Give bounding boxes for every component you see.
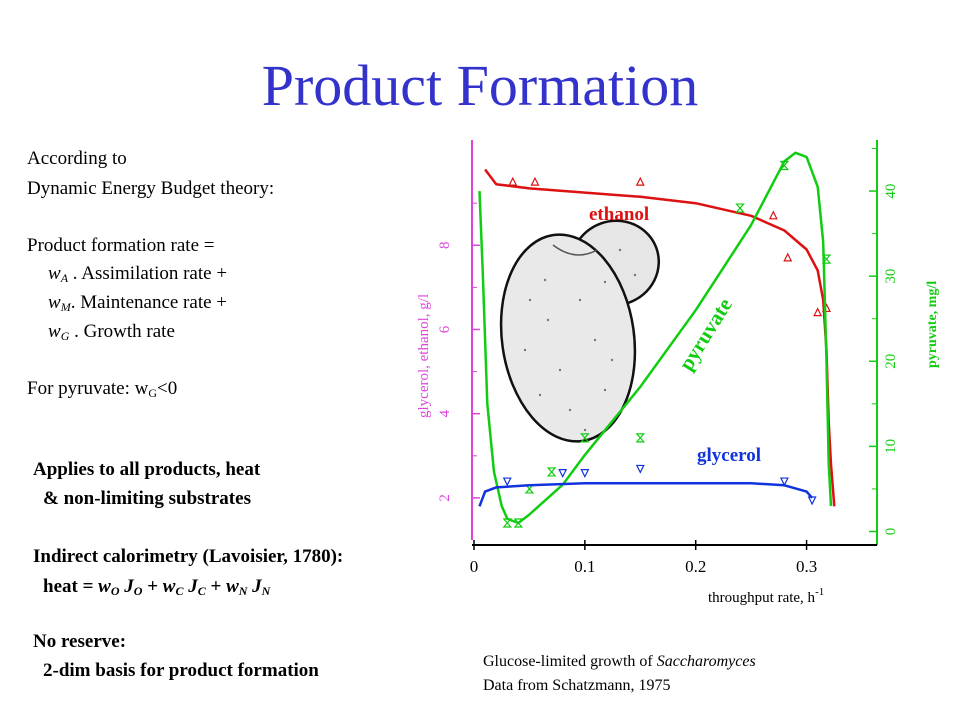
- left-axis-title: glycerol, ethanol, g/l: [416, 294, 432, 418]
- glycerol-data-point: [502, 477, 512, 487]
- product-rate-label: Product formation rate =: [27, 235, 215, 256]
- deb-intro-2: Dynamic Energy Budget theory:: [27, 178, 275, 199]
- applies-line-1: Applies to all products, heat: [33, 459, 261, 480]
- pyruvate-data-point: [635, 433, 646, 443]
- ethanol-label: ethanol: [589, 204, 649, 225]
- term-growth: wG . Growth rate: [48, 321, 175, 343]
- figure-caption-line-2: Data from Schatzmann, 1975: [483, 677, 671, 694]
- x-tick-label: 0: [470, 557, 479, 576]
- left-tick-label: 8: [437, 242, 453, 250]
- glycerol-label: glycerol: [697, 445, 761, 466]
- x-tick-label: 0.1: [574, 557, 595, 576]
- left-tick-label: 4: [437, 409, 453, 417]
- ethanol-data-point: [635, 176, 645, 186]
- pyruvate-data-point: [779, 160, 790, 171]
- pyruvate-data-point: [821, 254, 832, 264]
- x-axis-title: throughput rate, h-1: [708, 586, 824, 606]
- glycerol-data-point: [580, 469, 590, 478]
- pyruvate-data-point: [580, 433, 590, 443]
- glycerol-data-point: [558, 469, 568, 478]
- ethanol-data-point: [783, 252, 793, 262]
- right-tick-label: 10: [883, 439, 899, 454]
- left-tick-label: 2: [437, 494, 453, 502]
- pyruvate-data-point: [502, 518, 513, 528]
- series-layer: [478, 151, 836, 528]
- pyruvate-curve: [478, 151, 833, 525]
- pyruvate-data-point: [513, 518, 524, 528]
- ethanol-data-point: [530, 176, 540, 186]
- right-tick-label: 0: [883, 528, 899, 536]
- right-tick-label: 20: [883, 354, 899, 369]
- glycerol-data-point: [807, 496, 817, 506]
- term-assimilation: wA . Assimilation rate +: [48, 263, 228, 285]
- x-tick-label: 0.3: [796, 557, 817, 576]
- glycerol-data-point: [779, 477, 789, 487]
- applies-line-2: & non-limiting substrates: [43, 488, 251, 509]
- pyruvate-data-point: [735, 203, 745, 213]
- glycerol-curve: [478, 481, 814, 507]
- glycerol-data-point: [635, 464, 645, 474]
- tick-layer: 0 0.1 0.2 0.3 2 4 6 8 0 10 20 30 40: [437, 148, 899, 576]
- pyruvate-data-point: [546, 467, 557, 477]
- ethanol-data-point: [768, 210, 778, 220]
- x-tick-label: 0.2: [685, 557, 706, 576]
- right-tick-label: 30: [883, 269, 899, 284]
- ethanol-data-point: [508, 176, 518, 186]
- left-tick-label: 6: [437, 325, 453, 333]
- deb-intro-1: According to: [27, 148, 127, 169]
- two-dim-basis: 2-dim basis for product formation: [43, 660, 319, 681]
- figure-caption-line-1: Glucose-limited growth of Saccharomyces: [483, 653, 756, 670]
- right-axis-title: pyruvate, mg/l: [925, 281, 940, 368]
- pyruvate-note: For pyruvate: wG<0: [27, 378, 178, 400]
- pyruvate-label: pyruvate: [674, 294, 737, 375]
- ethanol-data-point: [813, 307, 823, 317]
- term-maintenance: wM. Maintenance rate +: [48, 292, 227, 314]
- indirect-calorimetry-title: Indirect calorimetry (Lavoisier, 1780):: [33, 546, 344, 567]
- right-tick-label: 40: [883, 184, 899, 199]
- no-reserve-title: No reserve:: [33, 631, 127, 652]
- heat-equation: heat = wO JO + wC JC + wN JN: [43, 576, 271, 598]
- yeast-cell-illustration: [499, 219, 661, 443]
- slide-title: Product Formation: [261, 53, 699, 118]
